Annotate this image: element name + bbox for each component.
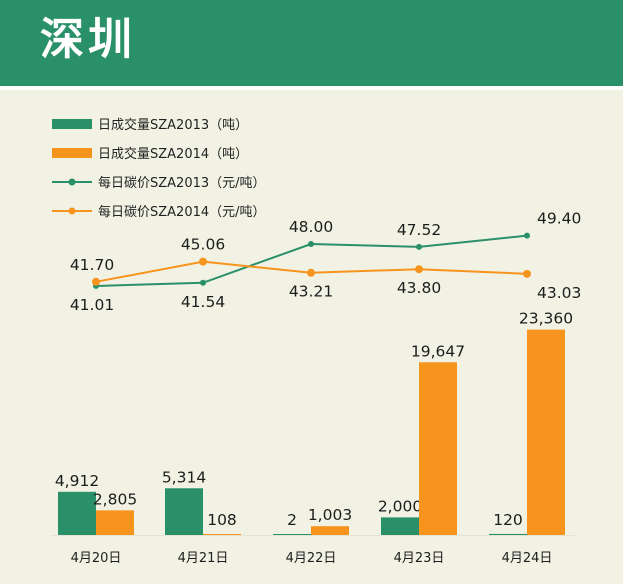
page-title: 深圳 [40,14,136,65]
category-label-2: 4月22日 [286,551,337,566]
point-0-1 [200,279,206,286]
legend-marker-2 [68,178,76,186]
category-label-1: 4月21日 [178,551,229,566]
legend-label-1: 日成交量SZA2014（吨） [98,146,248,162]
line-label-0-2: 48.00 [289,218,333,236]
point-1-1 [199,257,207,266]
bar-label-0-2: 2 [287,511,297,529]
category-labels: 4月20日 4月21日 4月22日 4月23日 4月24日 [71,551,553,566]
line-label-0-0: 41.01 [70,296,114,314]
bar-1-4 [527,329,565,535]
line-label-0-1: 41.54 [181,293,225,311]
line-label-0-4: 49.40 [537,210,581,228]
bar-label-1-3: 19,647 [411,342,465,360]
bar-label-1-1: 108 [207,511,237,529]
bar-label-0-4: 120 [493,511,523,529]
bar-label-0-1: 5,314 [162,468,206,486]
point-1-0 [92,277,100,286]
header-divider [0,86,623,90]
point-1-2 [307,268,315,277]
point-1-3 [415,265,423,274]
bar-label-1-4: 23,360 [519,310,573,328]
bar-0-2 [273,534,311,535]
legend-label-2: 每日碳价SZA2013（元/吨） [98,175,266,191]
point-0-2 [308,241,314,247]
bar-label-1-2: 1,003 [308,506,352,524]
line-label-1-1: 45.06 [181,236,225,254]
bars: 4,912 5,314 2 2,000 120 2,805 108 1,003 19,647 23… [50,310,575,536]
bar-label-0-3: 2,000 [378,497,422,515]
line-label-1-0: 41.70 [70,256,114,274]
point-1-4 [523,269,531,278]
point-0-4 [524,232,530,239]
category-label-4: 4月24日 [502,551,553,566]
bar-0-0 [58,491,96,535]
bar-0-1 [165,488,203,535]
bar-1-3 [419,362,457,535]
legend-label-3: 每日碳价SZA2014（元/吨） [98,204,266,220]
bar-0-4 [489,533,527,535]
line-label-0-3: 47.52 [397,221,441,239]
bar-label-0-0: 4,912 [55,472,99,490]
line-label-1-4: 43.03 [537,284,581,302]
legend-marker-3 [68,207,76,215]
category-label-3: 4月23日 [394,551,445,566]
category-label-0: 4月20日 [71,551,122,566]
bar-0-3 [381,517,419,535]
bar-1-0 [96,510,134,535]
line-label-1-2: 43.21 [289,283,333,301]
lines: 41.01 41.54 48.00 47.52 49.40 41.70 45.06 43.21… [70,210,582,314]
header-banner: 深圳 [0,0,623,90]
legend-label-0: 日成交量SZA2013（吨） [98,117,248,133]
bar-1-1 [203,534,241,535]
point-0-3 [416,243,422,250]
legend-swatch-1 [52,148,92,158]
line-label-1-3: 43.80 [397,279,441,297]
bar-1-2 [311,526,349,535]
bar-label-1-0: 2,805 [93,490,137,508]
legend-swatch-0 [52,119,92,129]
legend: 日成交量SZA2013（吨） 日成交量SZA2014（吨） 每日碳价SZA2013（… [52,117,266,220]
